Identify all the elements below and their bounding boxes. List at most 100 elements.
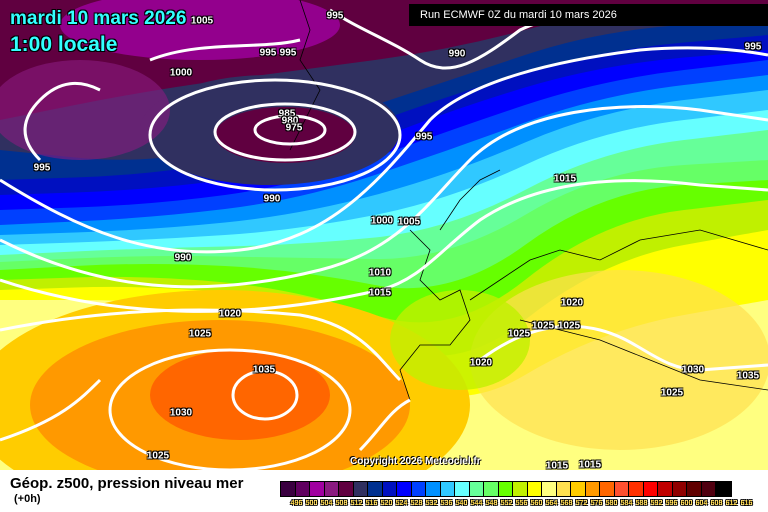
legend-swatch [353, 482, 368, 496]
isobar-label: 1025 [557, 320, 581, 332]
legend-swatch [426, 482, 441, 496]
isobar-label: 1020 [218, 308, 242, 320]
legend-swatch [629, 482, 644, 496]
legend-swatch [382, 482, 397, 496]
isobar-label: 995 [326, 10, 344, 22]
legend-tick-label: 612 [725, 500, 738, 507]
legend-swatch [484, 482, 499, 496]
legend-tick-label: 604 [695, 500, 708, 507]
isobar-label: 1015 [368, 287, 392, 299]
isobar-label: 1010 [368, 267, 392, 279]
isobars [0, 8, 768, 470]
legend-swatch [542, 482, 557, 496]
legend-tick-label: 588 [635, 500, 648, 507]
isobar-label: 1020 [560, 297, 584, 309]
legend-tick-label: 520 [380, 500, 393, 507]
legend-swatch [440, 482, 455, 496]
legend-tick-label: 568 [560, 500, 573, 507]
legend-tick-label: 592 [650, 500, 663, 507]
isobar-label: 1035 [736, 370, 760, 382]
legend-swatch [455, 482, 470, 496]
legend-swatch [368, 482, 383, 496]
legend-swatch [701, 482, 716, 496]
legend-swatch [643, 482, 658, 496]
legend-swatch [411, 482, 426, 496]
isobar-label: 1035 [252, 364, 276, 376]
legend-tick-label: 544 [470, 500, 483, 507]
isobar-label: 1005 [397, 216, 421, 228]
legend-tick-label: 596 [665, 500, 678, 507]
legend-tick-label: 504 [320, 500, 333, 507]
isobar-label: 975 [285, 122, 303, 134]
legend-tick-label: 512 [350, 500, 363, 507]
legend-tick-label: 584 [620, 500, 633, 507]
legend-swatch [687, 482, 702, 496]
legend-swatch [571, 482, 586, 496]
legend-tick-labels: 496 500 504 508 512 516 520 524 528 532 536 540 544 5… [289, 500, 754, 507]
color-legend [280, 481, 732, 497]
legend-tick-label: 516 [365, 500, 378, 507]
legend-swatch [527, 482, 542, 496]
legend-swatch [324, 482, 339, 496]
legend-tick-label: 508 [335, 500, 348, 507]
legend-tick-label: 548 [485, 500, 498, 507]
legend-tick-label: 616 [740, 500, 753, 507]
isobar-label: 980 [281, 115, 299, 127]
legend-swatch [716, 482, 731, 496]
isobar-label: 995 [33, 162, 51, 174]
legend-swatch [281, 482, 296, 496]
legend-tick-label: 552 [500, 500, 513, 507]
isobar-label: 990 [263, 193, 281, 205]
legend-swatch [469, 482, 484, 496]
legend-tick-label: 572 [575, 500, 588, 507]
isobar-label: 995 [415, 131, 433, 143]
legend-tick-label: 556 [515, 500, 528, 507]
isobar-label: 990 [174, 252, 192, 264]
isobar-label: 995 [744, 41, 762, 53]
isobar-label: 995 [279, 47, 297, 59]
legend-tick-label: 600 [680, 500, 693, 507]
isobar-label: 985 [278, 108, 296, 120]
copyright: Copyright 2026 Meteociel.fr [350, 456, 481, 467]
forecast-offset: (+0h) [14, 493, 41, 505]
legend-tick-label: 524 [395, 500, 408, 507]
legend-tick-label: 500 [305, 500, 318, 507]
legend-swatch [672, 482, 687, 496]
legend-tick-label: 528 [410, 500, 423, 507]
isobar-label: 995 [259, 47, 277, 59]
legend-tick-label: 532 [425, 500, 438, 507]
forecast-local-time: 1:00 locale [10, 33, 118, 56]
isobar-label: 1025 [531, 320, 555, 332]
legend-tick-label: 540 [455, 500, 468, 507]
isobar-label: 990 [448, 48, 466, 60]
legend-tick-label: 576 [590, 500, 603, 507]
isobar-label: 1025 [507, 328, 531, 340]
isobar-label: 1000 [169, 67, 193, 79]
isobar-label: 1030 [169, 407, 193, 419]
legend-tick-label: 560 [530, 500, 543, 507]
legend-swatch [556, 482, 571, 496]
legend-swatch [498, 482, 513, 496]
geopotential-map [0, 0, 768, 470]
legend-tick-label: 496 [290, 500, 303, 507]
legend-swatch [614, 482, 629, 496]
legend-swatch [310, 482, 325, 496]
isobar-label: 1015 [553, 173, 577, 185]
isobar-label: 1025 [146, 450, 170, 462]
legend-swatch [600, 482, 615, 496]
legend-tick-label: 536 [440, 500, 453, 507]
isobar-label: 1005 [190, 15, 214, 27]
legend-tick-label: 564 [545, 500, 558, 507]
isobar-label: 1030 [681, 364, 705, 376]
legend-tick-label: 608 [710, 500, 723, 507]
legend-swatch [513, 482, 528, 496]
model-run-banner: Run ECMWF 0Z du mardi 10 mars 2026 [409, 4, 768, 26]
isobar-label: 1020 [469, 357, 493, 369]
isobar-label: 1015 [578, 459, 602, 471]
forecast-date: mardi 10 mars 2026 [10, 8, 187, 29]
legend-swatch [397, 482, 412, 496]
legend-swatch [585, 482, 600, 496]
map-title: Géop. z500, pression niveau mer [10, 475, 244, 492]
legend-swatch [658, 482, 673, 496]
